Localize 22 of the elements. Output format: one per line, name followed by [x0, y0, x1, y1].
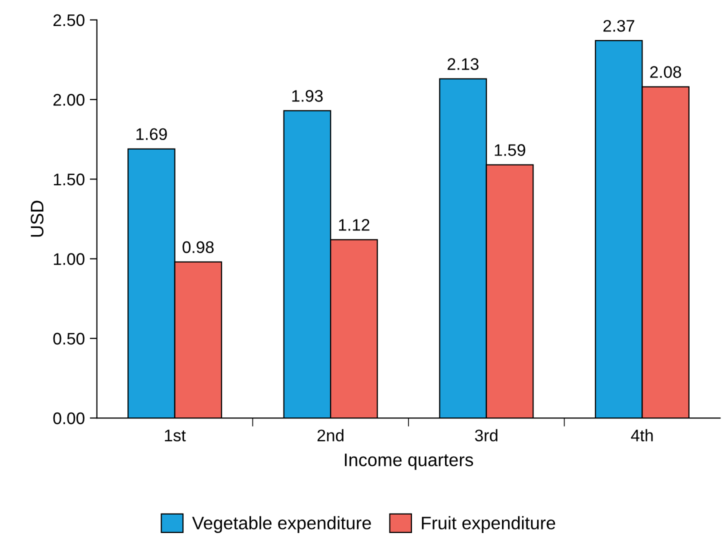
y-axis-title: USD — [30, 200, 44, 237]
x-tick-label: 1st — [164, 430, 186, 442]
data-label: 1.93 — [292, 90, 323, 102]
x-tick-label: 2nd — [318, 429, 344, 442]
legend-label: Vegetable expenditure — [192, 516, 371, 533]
x-axis-title: Income quarters — [344, 454, 474, 470]
data-label: 2.08 — [650, 66, 682, 78]
data-label: 1.59 — [494, 144, 526, 156]
y-tick-label: 0.50 — [53, 332, 84, 345]
x-tick-label: 3rd — [474, 429, 498, 442]
x-tick-label: 4th — [631, 429, 653, 442]
data-label: 1.12 — [339, 219, 370, 231]
y-tick-label: 1.00 — [54, 253, 84, 265]
data-label: 0.98 — [182, 241, 214, 254]
data-label: 2.37 — [603, 20, 634, 32]
data-label: 1.69 — [136, 128, 167, 140]
y-tick-label: 0.00 — [53, 412, 84, 424]
y-tick-label: 2.00 — [53, 94, 84, 106]
y-tick-label: 1.50 — [54, 174, 84, 186]
y-tick-label: 2.50 — [53, 14, 84, 26]
data-label: 2.13 — [448, 58, 479, 70]
legend-label: Fruit expenditure — [422, 516, 556, 533]
